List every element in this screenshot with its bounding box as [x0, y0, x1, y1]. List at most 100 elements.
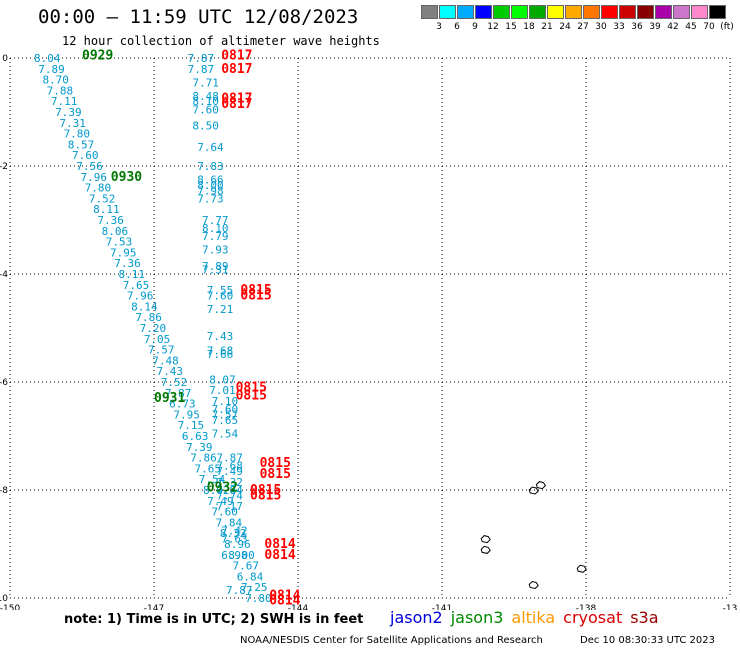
- map-title: 00:00 – 11:59 UTC 12/08/2023: [38, 6, 359, 28]
- wave-height-value: 7.71: [192, 76, 219, 89]
- pass-time-label: 0817: [221, 62, 252, 77]
- legend-swatch: [637, 5, 654, 19]
- wave-height-value: 7.31: [202, 264, 229, 277]
- wave-height-value: 7.87: [165, 387, 192, 400]
- legend-swatch: [547, 5, 564, 19]
- wave-height-value: 7.55: [207, 284, 234, 297]
- wave-height-value: 7.87: [226, 584, 253, 597]
- wave-height-value: 8.10: [192, 95, 219, 108]
- legend-swatch: [457, 5, 474, 19]
- wave-height-value: 7.56: [76, 160, 103, 173]
- pass-time-label: 0815: [240, 289, 271, 304]
- legend-label: 6: [454, 22, 460, 32]
- wave-height-value: 8.11: [118, 268, 145, 281]
- wave-height-value: 8.04: [34, 52, 61, 65]
- wave-height-value: 8.00: [197, 179, 224, 192]
- wave-height-value: 8.96: [224, 538, 251, 551]
- wave-height-value: 7.39: [55, 106, 81, 119]
- wave-height-value: 8.66: [197, 174, 224, 187]
- satellite-name: altika: [511, 608, 556, 627]
- wave-height-value: 7.68: [207, 345, 234, 358]
- wave-height-value: 7.87: [188, 63, 215, 76]
- pass-time-label: 0814: [264, 548, 295, 563]
- wave-height-value: 7.32: [216, 476, 243, 489]
- wave-height-value: 8.50: [192, 120, 219, 133]
- wave-height-value: 7.11: [51, 95, 77, 108]
- track-a-values: 8.047.898.707.887.117.397.317.808.577.60…: [34, 52, 272, 605]
- wave-height-value: 7.25: [241, 581, 268, 594]
- pass-time-label: 0931: [154, 391, 185, 406]
- wave-height-value: 7.96: [127, 290, 154, 303]
- pass-time-label: 0930: [111, 170, 142, 185]
- track-b-values: 7.877.877.718.488.107.608.507.647.838.66…: [188, 52, 253, 597]
- legend-swatch: [583, 5, 600, 19]
- wave-height-value: 7.96: [80, 171, 107, 184]
- satellite-name: jason2: [390, 608, 443, 627]
- legend-swatch: [493, 5, 510, 19]
- pass-time-label: 0815: [236, 380, 267, 395]
- wave-height-value: 7.20: [140, 322, 167, 335]
- legend-label: 27: [577, 22, 589, 32]
- wave-height-value: 7.73: [197, 192, 224, 205]
- legend-label: 30: [595, 22, 607, 32]
- wave-height-value: 7.93: [202, 244, 229, 257]
- wave-height-value: 8.06: [102, 225, 129, 238]
- wave-height-value: 7.36: [97, 214, 124, 227]
- wave-height-value: 8.32: [220, 527, 247, 540]
- pass-time-label: 0815: [260, 467, 291, 482]
- legend-label: 42: [667, 22, 679, 32]
- wave-height-value: 7.39: [186, 441, 213, 454]
- pass-time-label: 0929: [82, 48, 113, 63]
- wave-height-value: 8.10: [202, 222, 229, 235]
- wave-height-value: 7.83: [197, 160, 224, 173]
- marquesas-islands: [480, 481, 587, 590]
- wave-height-value: 8.48: [192, 90, 219, 103]
- wave-height-map: -150 -147 -144 -141 -138 -13 0 -2 -4 -6 -8 -10 8.04…: [0, 48, 737, 610]
- wave-height-value: 7.88: [47, 84, 73, 97]
- island-outline: [480, 535, 491, 544]
- pass-time-label: 0814: [264, 537, 295, 552]
- satellite-name: s3a: [630, 608, 659, 627]
- wave-height-value: 7.86: [190, 452, 217, 465]
- legend-label: 45: [685, 22, 697, 32]
- legend-label: 36: [631, 22, 643, 32]
- wave-height-value: 7.87: [188, 52, 215, 65]
- legend-swatch: [511, 5, 528, 19]
- wave-height-value: 7.65: [195, 462, 222, 475]
- wave-height-value: 7.67: [233, 560, 260, 573]
- wave-height-value: 7.54: [212, 427, 239, 440]
- wave-height-value: 7.36: [114, 257, 141, 270]
- wave-height-value: 7.60: [207, 290, 234, 303]
- wave-height-value: 7.60: [72, 149, 99, 162]
- wave-height-value: 7.80: [85, 182, 112, 195]
- island-outline: [480, 545, 491, 554]
- wave-height-value: 7.60: [211, 506, 238, 519]
- legend-swatch: [691, 5, 708, 19]
- island-outline: [576, 564, 587, 573]
- satellite-legend: jason2 jason3 altika cryosat s3a: [390, 608, 667, 627]
- wave-height-value: 8.00: [228, 549, 255, 562]
- y-tick-label: 0: [2, 54, 8, 64]
- y-tick-label: -2: [0, 162, 8, 172]
- wave-height-value: 7.42: [221, 525, 248, 538]
- island-outline: [528, 580, 539, 590]
- legend-label: 18: [523, 22, 535, 32]
- legend-swatch: [475, 5, 492, 19]
- wave-height-value: 7.21: [207, 303, 234, 316]
- wave-height-value: 7.52: [89, 192, 116, 205]
- satellite-name: cryosat: [563, 608, 623, 627]
- wave-height-value: 7.48: [152, 354, 179, 367]
- wave-height-value: 7.79: [202, 230, 229, 243]
- legend-label: 39: [649, 22, 661, 32]
- wave-height-value: 7.17: [216, 500, 243, 513]
- pass-time-labels: 0929093009310932081708170817081708150815…: [82, 48, 301, 608]
- footer-note: note: 1) Time is in UTC; 2) SWH is in fe…: [64, 612, 364, 627]
- legend-label: 15: [505, 22, 517, 32]
- x-tick-label: -144: [288, 604, 309, 610]
- pass-time-label: 0817: [221, 97, 252, 112]
- wave-height-value: 7.49: [216, 465, 243, 478]
- legend-label: 3: [436, 22, 442, 32]
- legend-swatch: [439, 5, 456, 19]
- wave-height-value: 6.84: [237, 570, 264, 583]
- legend-swatch: [601, 5, 618, 19]
